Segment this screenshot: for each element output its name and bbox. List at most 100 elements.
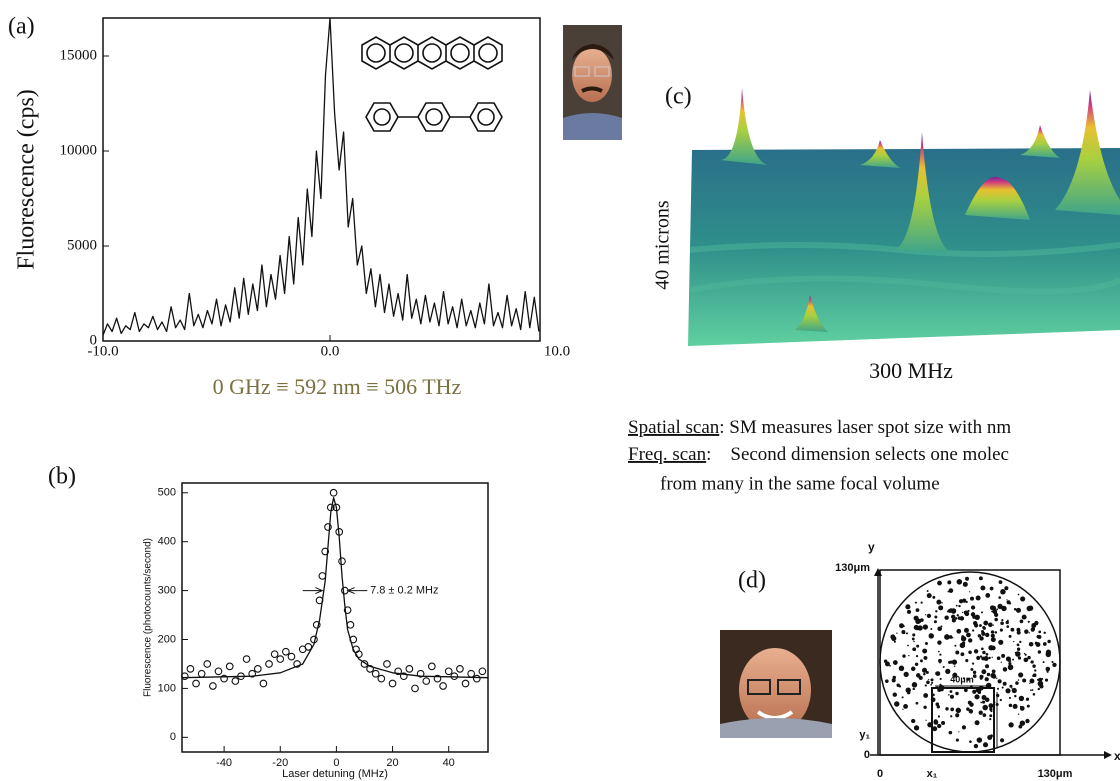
note: Freq. scan: Second dimension selects one…	[628, 444, 1009, 465]
speckle	[1034, 669, 1037, 672]
speckle	[1006, 625, 1010, 628]
speckle	[938, 685, 945, 691]
speckle	[955, 713, 960, 718]
speckle	[927, 722, 933, 728]
speckle	[925, 670, 929, 674]
data-point	[343, 606, 352, 615]
speckle	[923, 672, 926, 676]
data-point	[383, 660, 391, 668]
x-tick-label: 40	[443, 757, 455, 769]
speckle	[1030, 660, 1034, 664]
speckle	[890, 634, 896, 640]
speckle	[980, 611, 983, 614]
speckle	[948, 694, 950, 696]
speckle	[954, 617, 958, 620]
speckle	[920, 601, 923, 604]
speckle	[1032, 664, 1036, 668]
speckle	[994, 617, 998, 622]
speckle	[978, 576, 983, 581]
speckle	[926, 613, 932, 618]
speckle	[919, 659, 923, 663]
speckle	[1008, 661, 1012, 666]
speckle	[1001, 605, 1007, 612]
speckle	[1027, 655, 1031, 660]
speckle	[903, 632, 906, 635]
speckle	[926, 680, 930, 685]
speckle	[974, 614, 980, 621]
speckle	[980, 585, 986, 591]
data-point	[467, 669, 476, 678]
data-point	[377, 674, 386, 683]
speckle	[1026, 704, 1030, 708]
speckle	[1045, 651, 1052, 658]
speckle	[1005, 620, 1009, 625]
x-tick-label: -40	[216, 757, 232, 769]
speckle	[982, 650, 986, 655]
note-text: : Second dimension selects one molec	[706, 444, 1009, 465]
speckle	[944, 634, 950, 640]
speckle	[1000, 661, 1002, 663]
data-point	[371, 669, 380, 678]
speckle	[1045, 666, 1051, 672]
speckle	[982, 626, 986, 630]
speckle	[973, 743, 979, 749]
speckle	[958, 731, 960, 733]
speckle	[964, 611, 970, 617]
speckle	[1007, 664, 1014, 670]
speckle	[985, 664, 990, 669]
speckle	[948, 660, 952, 664]
y-tick-label: 500	[158, 487, 176, 499]
speckle	[1001, 619, 1004, 622]
speckle	[926, 593, 932, 599]
speckle	[999, 628, 1003, 632]
speckle	[955, 604, 958, 607]
tick-label: 0	[864, 749, 870, 761]
speckle	[999, 698, 1002, 702]
speckle	[994, 701, 996, 703]
speckle	[912, 647, 917, 652]
data-point	[186, 665, 195, 673]
speckle	[915, 608, 920, 613]
y-tick-label: 10000	[60, 142, 98, 158]
speckle	[905, 604, 911, 610]
speckle	[1020, 596, 1026, 602]
speckle	[1017, 713, 1020, 715]
speckle	[922, 648, 928, 654]
speckle	[959, 642, 966, 649]
speckle	[912, 648, 914, 650]
x-tick-label: 0	[333, 757, 339, 769]
speckle	[937, 626, 942, 632]
speckle	[912, 633, 916, 637]
speckle	[1013, 607, 1017, 611]
speckle	[976, 655, 981, 661]
speckle	[907, 644, 909, 647]
speckle	[1021, 614, 1027, 620]
speckle	[958, 599, 964, 604]
x-tick-label: -20	[272, 757, 288, 769]
speckle	[1037, 634, 1042, 639]
speckle	[979, 676, 983, 680]
speckle	[937, 580, 942, 586]
y-tick-label: 5000	[67, 237, 97, 253]
data-point	[304, 642, 313, 651]
speckle	[990, 672, 996, 679]
speckle	[989, 707, 993, 711]
chart: 0 5000 10000 15000 -10.0 0.0 10.0 Fluorescence …	[14, 17, 570, 359]
speckle	[974, 623, 979, 628]
speckle	[1032, 693, 1036, 696]
speckle	[883, 659, 888, 663]
speckle	[998, 639, 1004, 645]
data-point	[282, 647, 290, 656]
speckle	[956, 579, 963, 585]
speckle	[1017, 656, 1022, 660]
speckle	[1043, 631, 1046, 635]
speckle	[989, 718, 992, 721]
speckle	[958, 604, 961, 608]
panel-label: (d)	[738, 568, 766, 594]
caption: 0 GHz ≡ 592 nm ≡ 506 THz	[213, 374, 462, 399]
speckle	[981, 669, 987, 675]
scan-image: y x 130μm 130μm y₁ x₁ 0 0 40μm	[835, 540, 1120, 780]
speckle	[956, 628, 962, 634]
axis-label: y	[868, 540, 875, 554]
speckle	[932, 726, 938, 732]
